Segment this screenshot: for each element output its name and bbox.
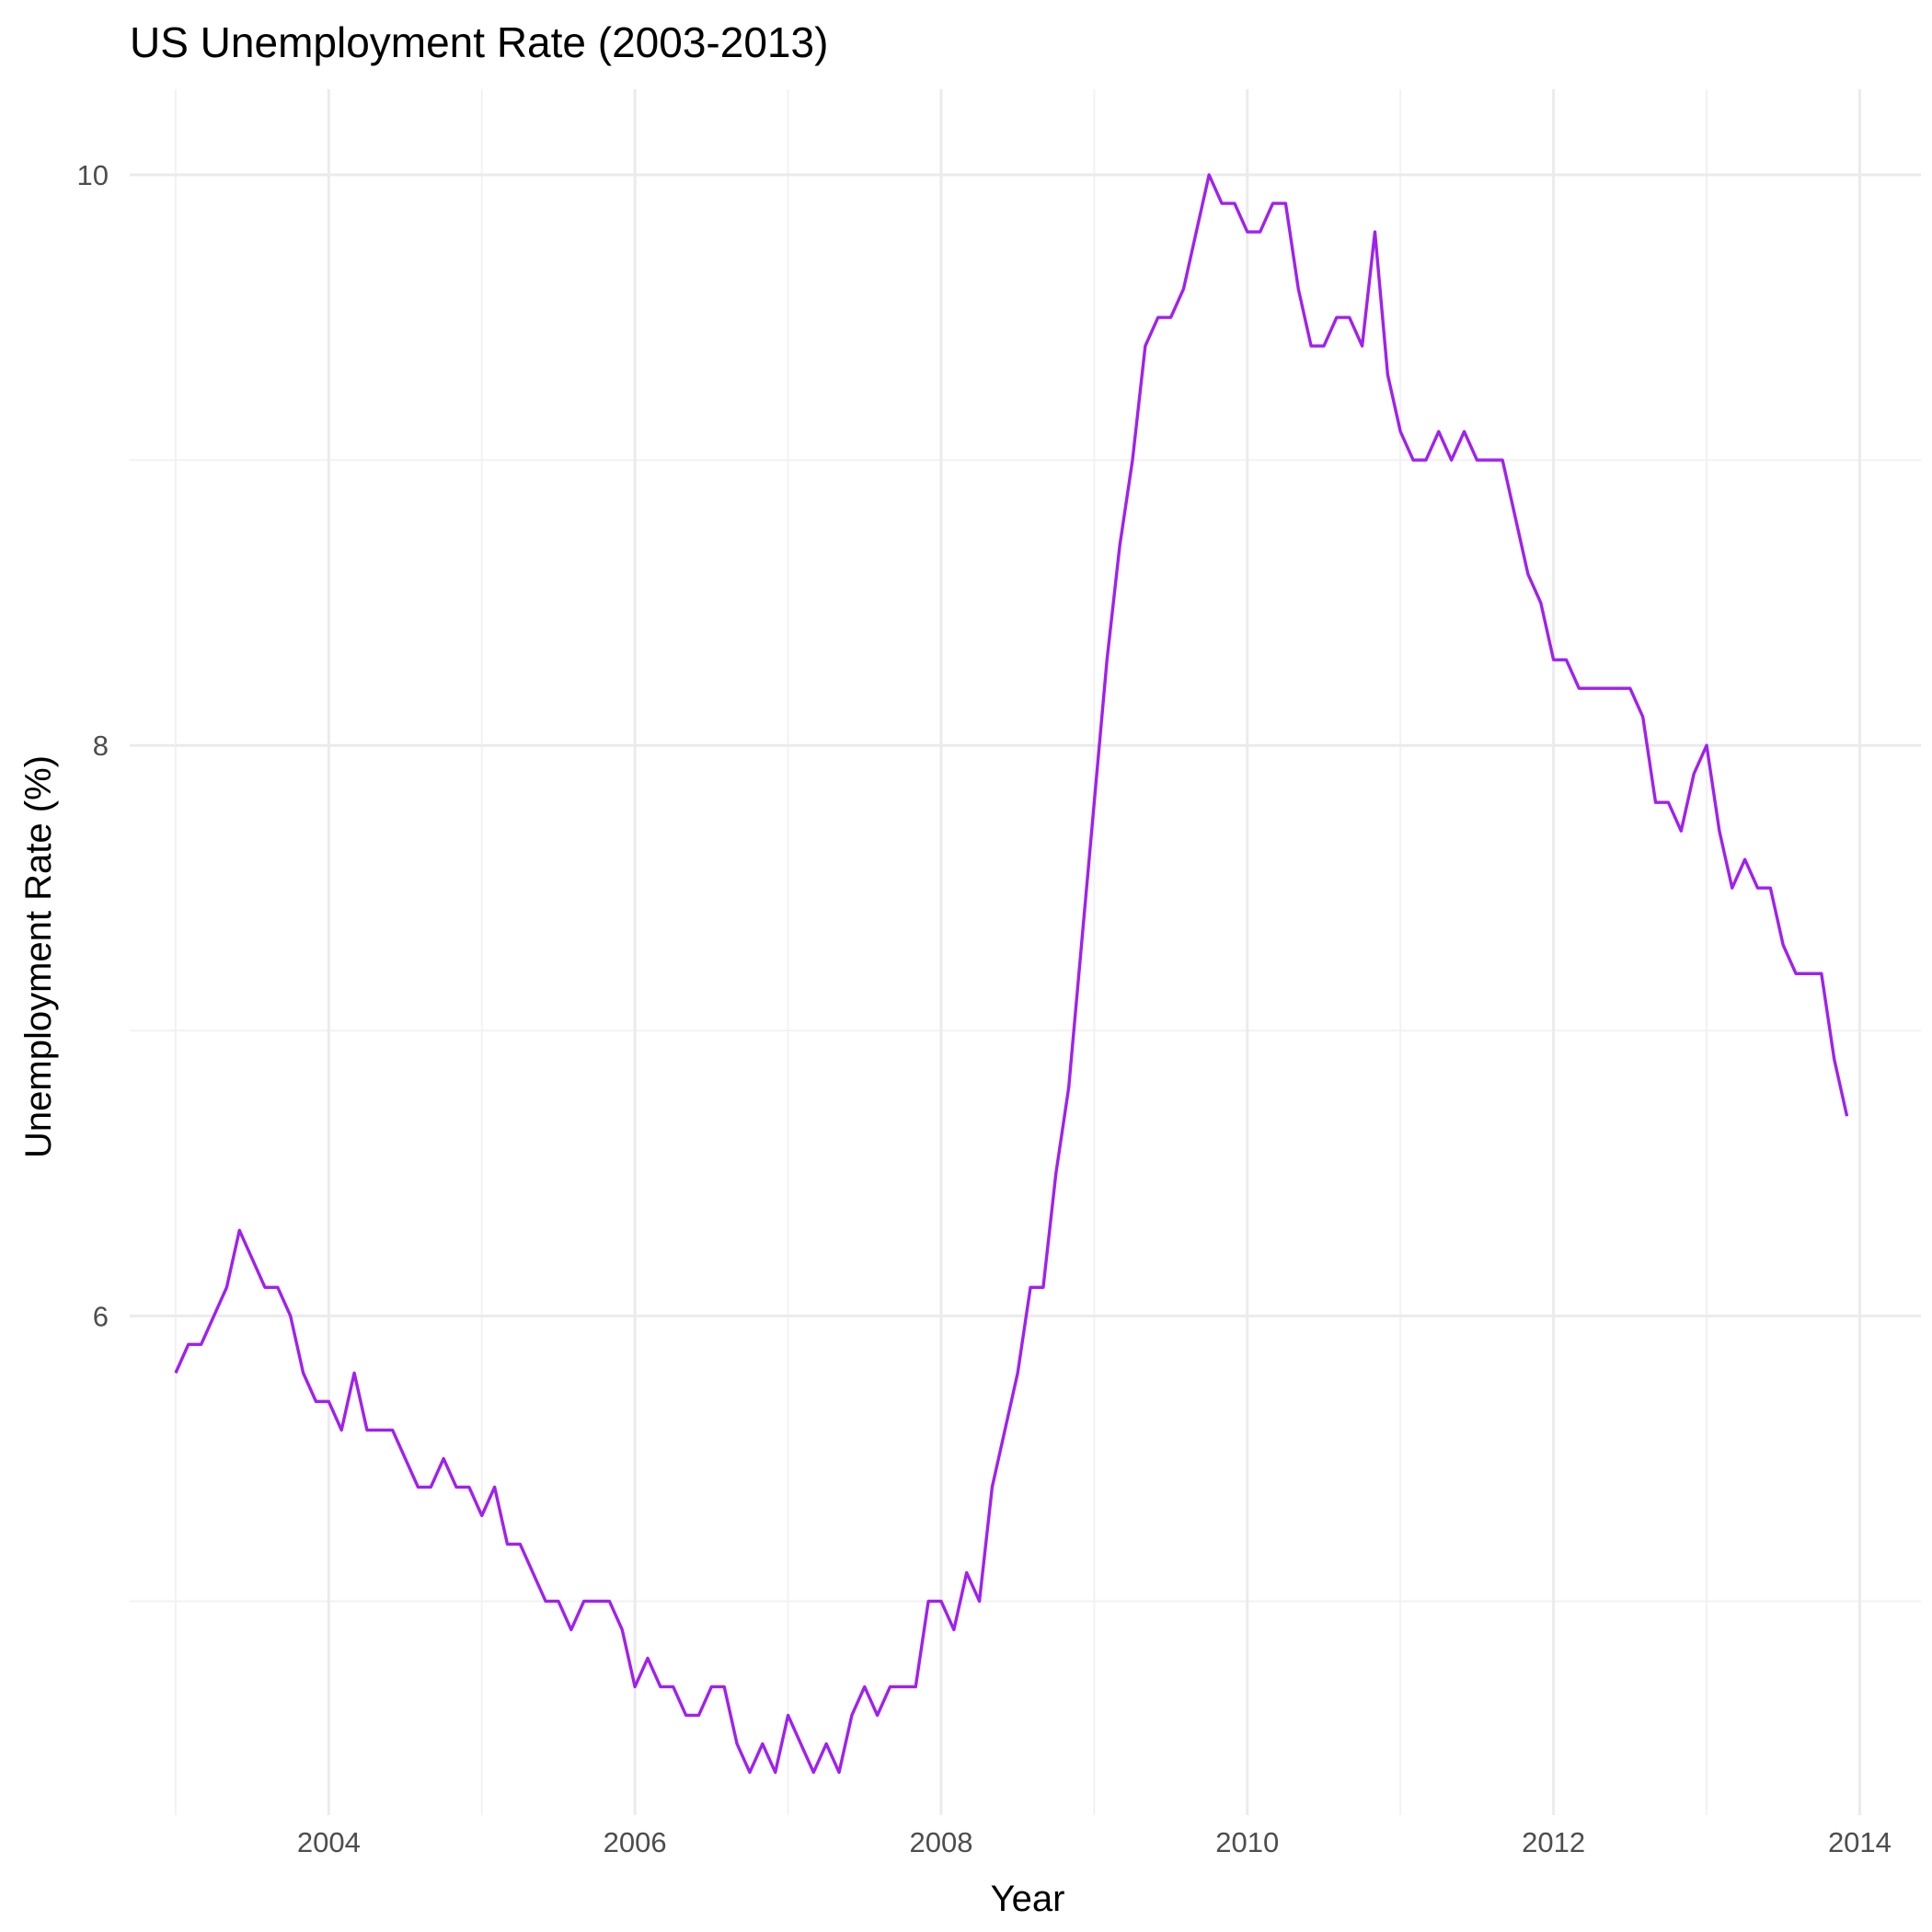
x-tick-label: 2006: [604, 1826, 667, 1858]
y-tick-labels: 6 8 10: [77, 159, 109, 1332]
chart-title: US Unemployment Rate (2003-2013): [130, 18, 828, 66]
x-tick-label: 2010: [1215, 1826, 1279, 1858]
series-layer: [174, 173, 1849, 1775]
y-tick-label: 6: [93, 1300, 109, 1332]
y-tick-label: 8: [93, 730, 109, 762]
y-tick-label: 10: [77, 159, 109, 191]
series-line-unemployment-rate: [174, 173, 1849, 1775]
y-axis-title: Unemployment Rate (%): [18, 755, 59, 1158]
minor-gridlines: [130, 89, 1921, 1815]
x-tick-label: 2014: [1828, 1826, 1892, 1858]
x-tick-label: 2004: [297, 1826, 361, 1858]
x-axis-title: Year: [991, 1879, 1065, 1919]
x-tick-labels: 2004 2006 2008 2010 2012 2014: [297, 1826, 1892, 1858]
x-tick-label: 2008: [909, 1826, 972, 1858]
x-tick-label: 2012: [1522, 1826, 1585, 1858]
major-gridlines: [130, 89, 1921, 1815]
